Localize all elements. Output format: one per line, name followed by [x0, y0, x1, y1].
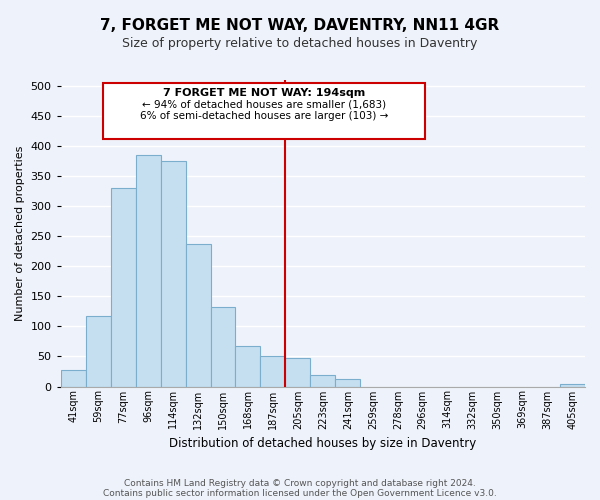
- Text: ← 94% of detached houses are smaller (1,683): ← 94% of detached houses are smaller (1,…: [142, 100, 386, 110]
- Text: 7 FORGET ME NOT WAY: 194sqm: 7 FORGET ME NOT WAY: 194sqm: [163, 88, 365, 98]
- Bar: [235, 346, 260, 387]
- Bar: [560, 384, 585, 386]
- Text: Contains public sector information licensed under the Open Government Licence v3: Contains public sector information licen…: [103, 489, 497, 498]
- Bar: [335, 378, 361, 386]
- Bar: [61, 370, 86, 386]
- Y-axis label: Number of detached properties: Number of detached properties: [15, 146, 25, 321]
- FancyBboxPatch shape: [103, 83, 425, 139]
- Bar: [86, 316, 110, 386]
- Bar: [260, 356, 286, 386]
- Text: Size of property relative to detached houses in Daventry: Size of property relative to detached ho…: [122, 38, 478, 51]
- X-axis label: Distribution of detached houses by size in Daventry: Distribution of detached houses by size …: [169, 437, 476, 450]
- Bar: [310, 375, 335, 386]
- Bar: [185, 244, 211, 386]
- Bar: [136, 155, 161, 386]
- Bar: [110, 188, 136, 386]
- Bar: [161, 161, 185, 386]
- Text: Contains HM Land Registry data © Crown copyright and database right 2024.: Contains HM Land Registry data © Crown c…: [124, 479, 476, 488]
- Text: 6% of semi-detached houses are larger (103) →: 6% of semi-detached houses are larger (1…: [140, 112, 388, 122]
- Bar: [211, 306, 235, 386]
- Bar: [286, 358, 310, 386]
- Text: 7, FORGET ME NOT WAY, DAVENTRY, NN11 4GR: 7, FORGET ME NOT WAY, DAVENTRY, NN11 4GR: [100, 18, 500, 32]
